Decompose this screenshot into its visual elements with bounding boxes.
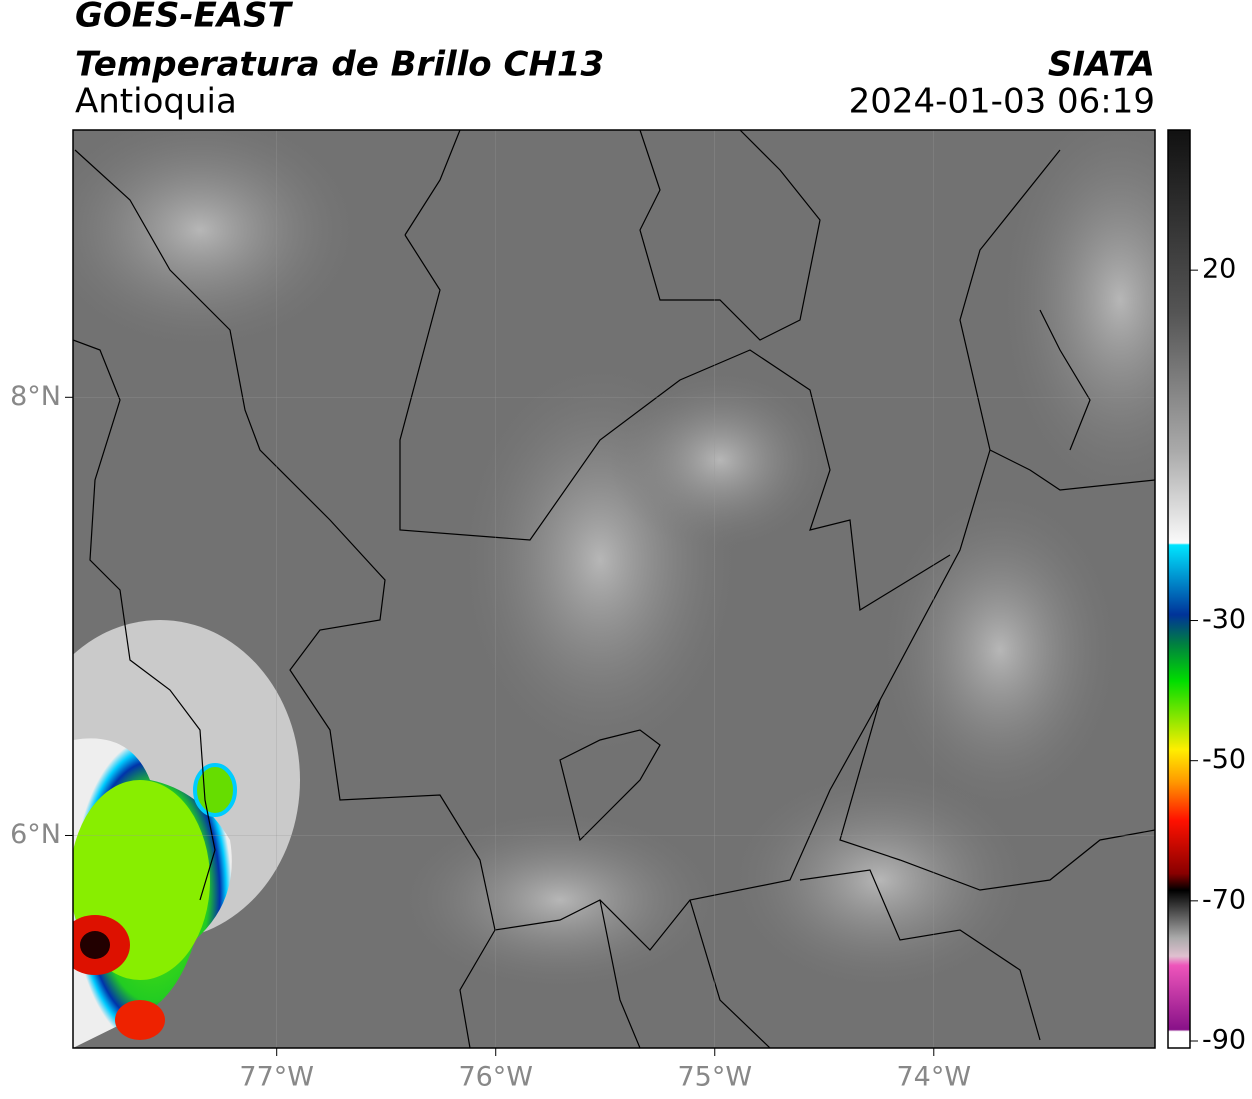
x-tick-label: 76°W — [458, 1062, 533, 1093]
colorbar-tick-label: -30 — [1202, 604, 1246, 635]
grid — [73, 130, 1155, 1048]
y-tick-label: 8°N — [10, 381, 61, 412]
colorbar-tick-label: -90 — [1202, 1024, 1246, 1055]
colorbar-tick-label: -70 — [1202, 884, 1246, 915]
y-tick-label: 6°N — [10, 819, 61, 850]
colorbar-tick-label: -50 — [1202, 744, 1246, 775]
x-tick-label: 77°W — [239, 1062, 314, 1093]
colorbar-tick-label: 20 — [1202, 254, 1236, 285]
x-tick-label: 75°W — [677, 1062, 752, 1093]
map-image — [73, 130, 1155, 1048]
map-frame — [72, 129, 1156, 1049]
timestamp: 2024-01-03 06:19 — [849, 82, 1155, 122]
subtitle: Temperatura de Brillo CH13 — [75, 45, 604, 85]
region: Antioquia — [75, 82, 237, 122]
x-tick-label: 74°W — [897, 1062, 972, 1093]
source: SIATA — [1048, 45, 1155, 85]
colorbar — [1167, 129, 1191, 1049]
title: GOES-EAST — [75, 0, 294, 36]
